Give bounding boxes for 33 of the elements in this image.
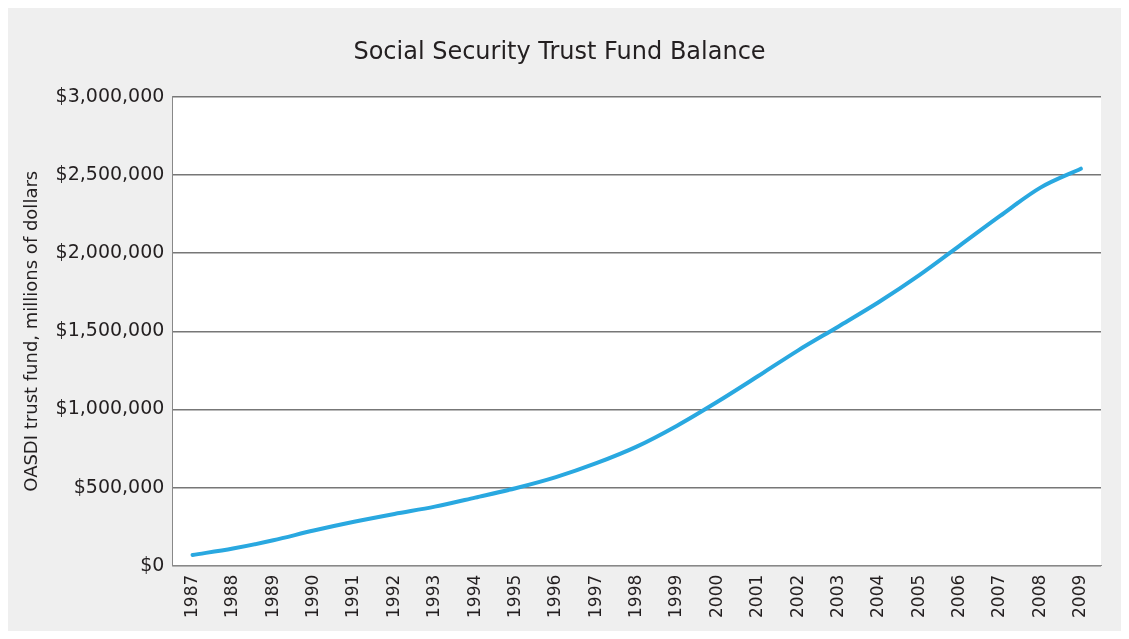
y-tick-label: $3,000,000	[55, 83, 165, 106]
x-tick-label: 2009	[1069, 574, 1090, 618]
x-tick-label: 1996	[544, 574, 565, 618]
x-tick-label: 2004	[867, 574, 888, 618]
x-tick-label: 2002	[786, 574, 807, 618]
x-tick-label: 2006	[948, 574, 969, 618]
x-tick-label: 1995	[503, 574, 524, 618]
x-tick-label: 1988	[221, 574, 242, 618]
x-tick-label: 1998	[625, 574, 646, 618]
y-tick-label: $0	[140, 552, 165, 575]
x-tick-label: 1997	[584, 574, 605, 618]
y-axis-title: OASDI trust fund, millions of dollars	[20, 170, 42, 492]
x-tick-label: 2001	[746, 574, 767, 618]
y-tick-label: $1,500,000	[55, 318, 165, 341]
x-tick-label: 2000	[705, 574, 726, 618]
y-tick-label: $500,000	[73, 474, 165, 497]
x-tick-label: 1991	[342, 574, 363, 618]
x-tick-label: 2003	[826, 574, 847, 618]
x-tick-label: 1999	[665, 574, 686, 618]
y-tick-label: $1,000,000	[55, 396, 165, 419]
x-tick-label: 1990	[302, 574, 323, 618]
x-tick-label: 2008	[1028, 574, 1049, 618]
x-tick-label: 1992	[382, 574, 403, 618]
chart-title: Social Security Trust Fund Balance	[353, 36, 766, 65]
x-tick-label: 2005	[907, 574, 928, 618]
x-tick-label: 1989	[261, 574, 282, 618]
y-tick-label: $2,500,000	[55, 161, 165, 184]
x-tick-label: 1993	[423, 574, 444, 618]
line-series	[190, 166, 1083, 557]
y-tick-label: $2,000,000	[55, 240, 165, 263]
x-tick-label: 1994	[463, 574, 484, 618]
x-tick-label: 2007	[988, 574, 1009, 618]
x-tick-label: 1987	[181, 574, 201, 618]
